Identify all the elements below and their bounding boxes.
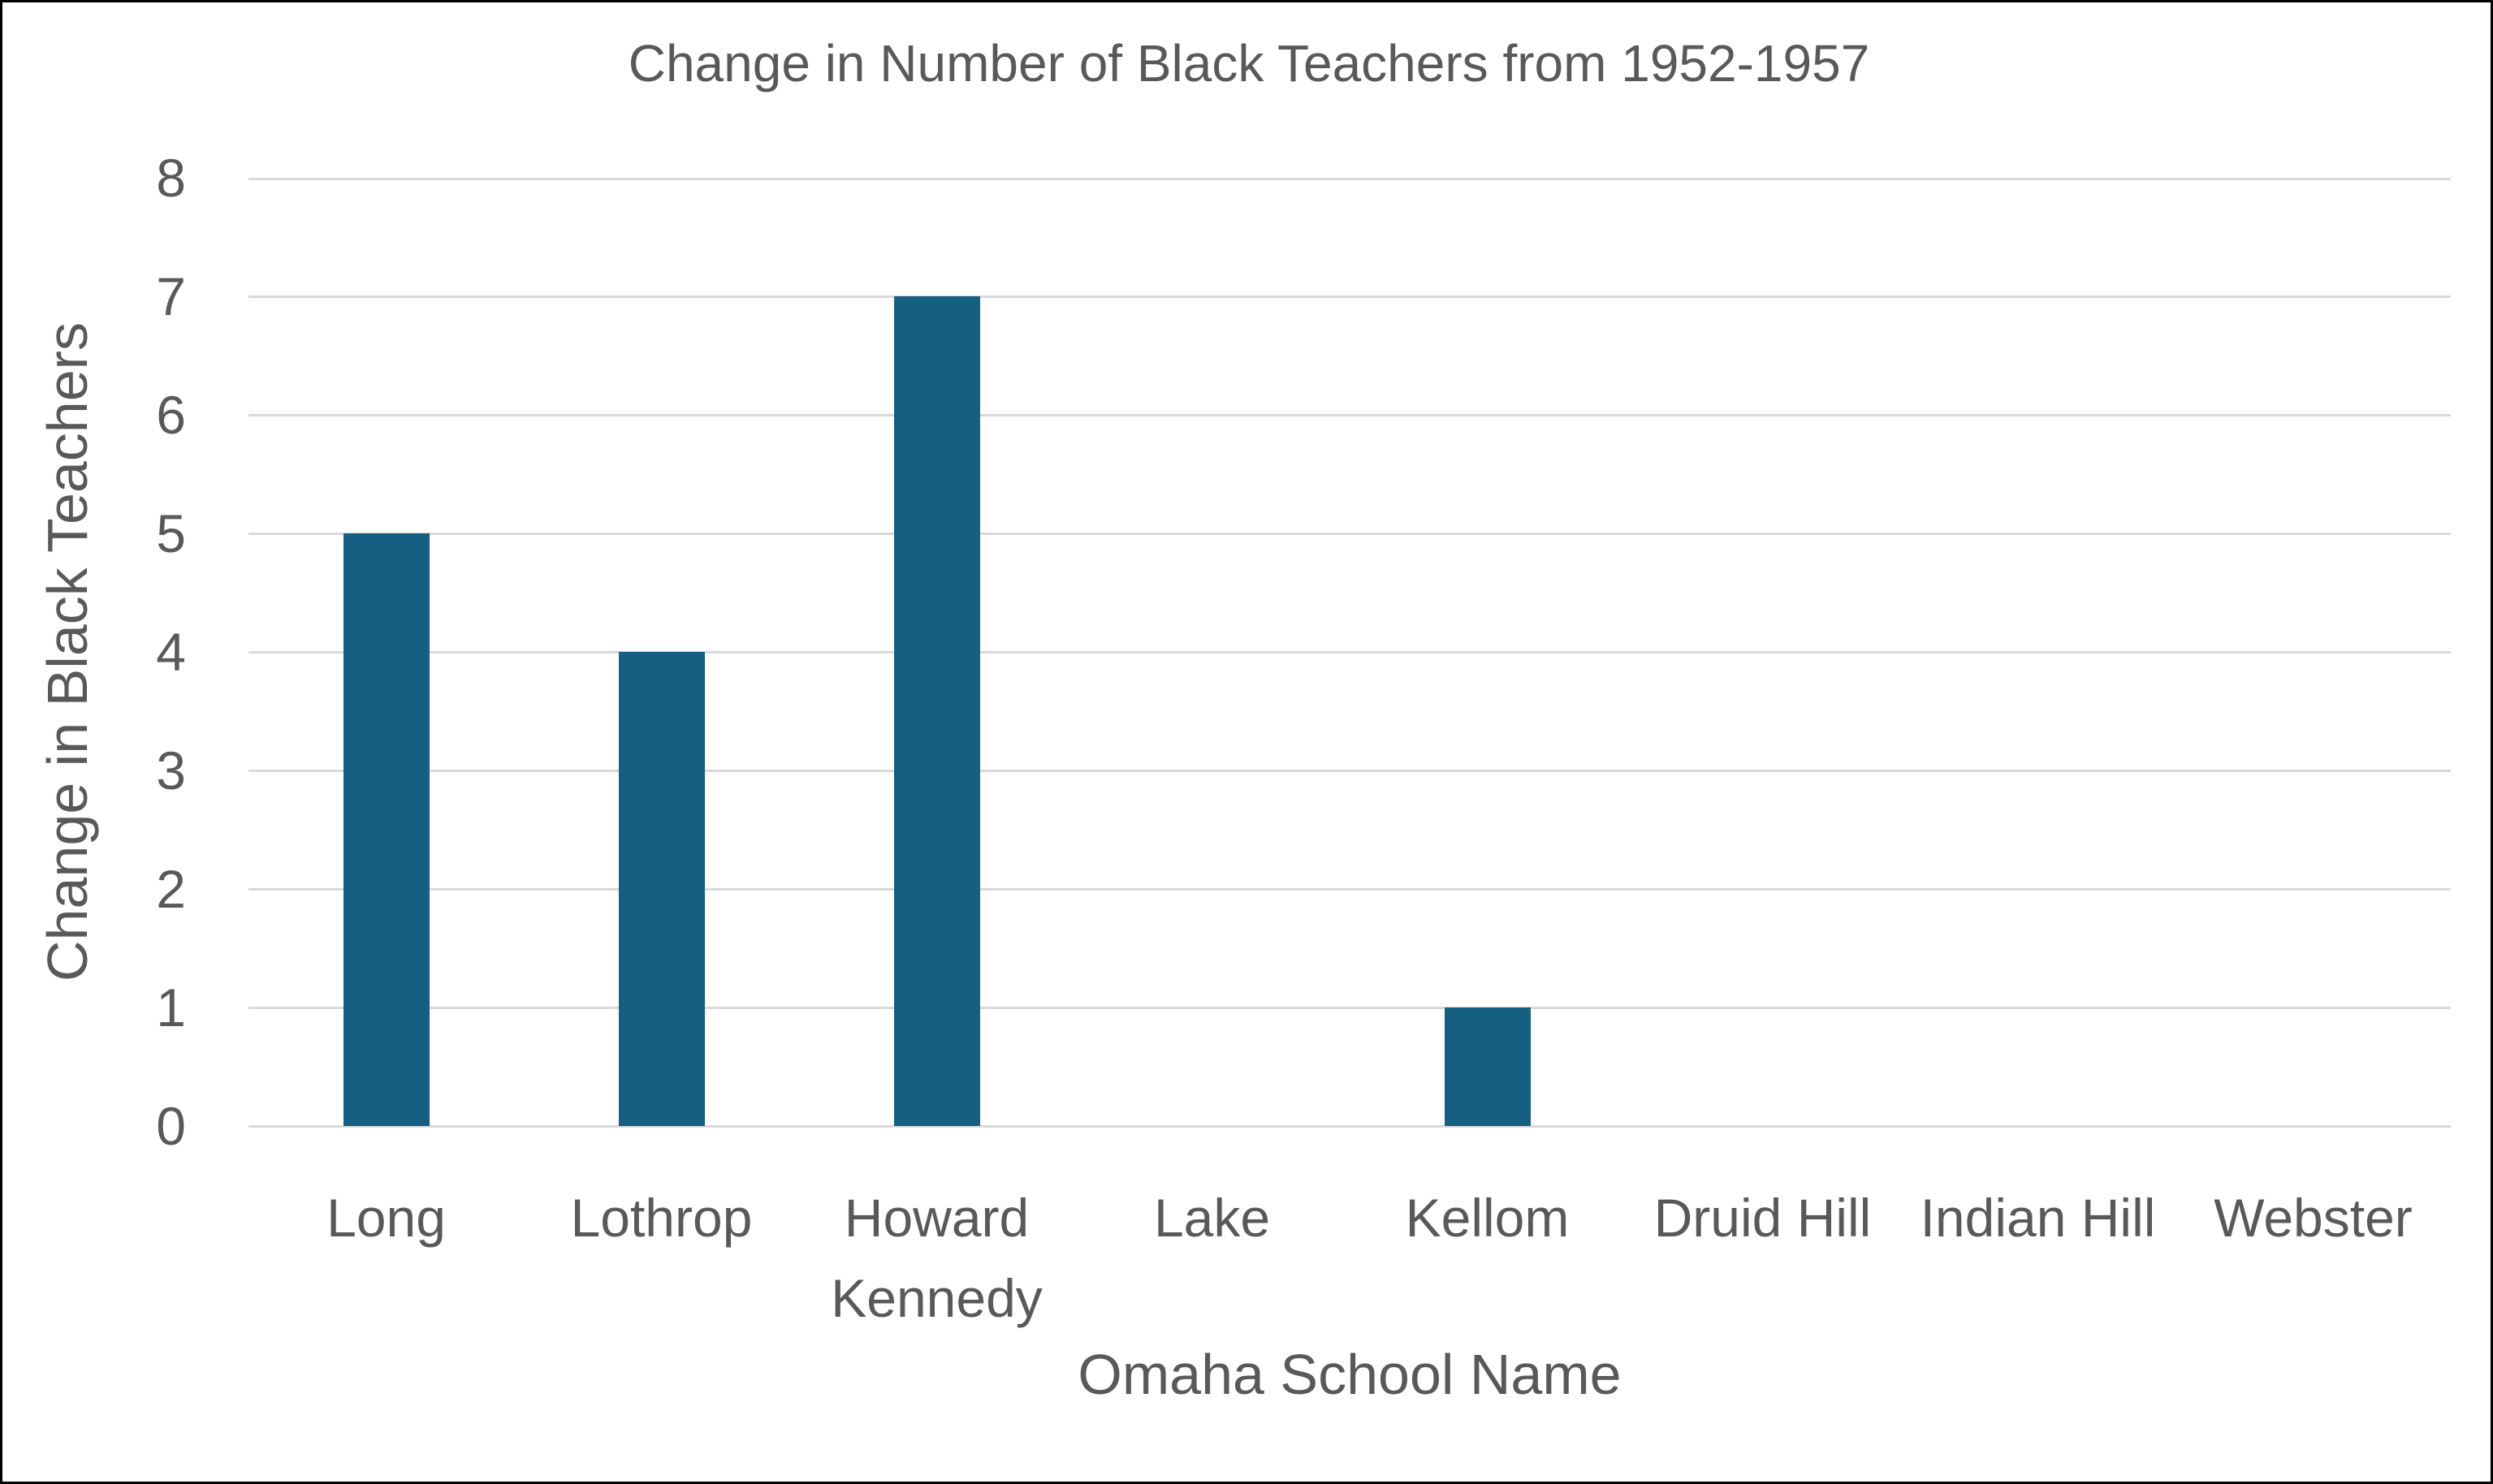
y-tick-label-7: 7 xyxy=(156,266,186,326)
y-tick-label-0: 0 xyxy=(156,1096,186,1156)
y-tick-label-4: 4 xyxy=(156,622,186,682)
bar-long xyxy=(343,533,430,1126)
gridline-8 xyxy=(248,178,2451,180)
bar-kellom xyxy=(1444,1007,1531,1126)
x-tick-label-howard-kennedy: Howard Kennedy xyxy=(831,1188,1043,1328)
y-tick-label-2: 2 xyxy=(156,859,186,919)
y-tick-label-1: 1 xyxy=(156,977,186,1038)
gridline-1 xyxy=(248,1006,2451,1009)
gridline-6 xyxy=(248,413,2451,416)
y-tick-label-6: 6 xyxy=(156,385,186,445)
x-tick-label-lake: Lake xyxy=(1153,1188,1271,1248)
y-tick-label-8: 8 xyxy=(156,148,186,208)
gridline-4 xyxy=(248,650,2451,654)
gridline-0 xyxy=(248,1124,2451,1128)
x-tick-label-indian-hill: Indian Hill xyxy=(1920,1188,2156,1248)
bar-howard-kennedy xyxy=(893,296,980,1126)
x-axis-title: Omaha School Name xyxy=(1078,1343,1622,1406)
y-tick-label-5: 5 xyxy=(156,503,186,563)
gridline-3 xyxy=(248,769,2451,772)
bar-lothrop xyxy=(618,652,705,1126)
gridline-2 xyxy=(248,887,2451,891)
chart-title: Change in Number of Black Teachers from … xyxy=(628,34,1870,93)
y-tick-label-3: 3 xyxy=(156,740,186,800)
x-tick-label-lothrop: Lothrop xyxy=(570,1188,753,1248)
x-tick-label-long: Long xyxy=(326,1188,446,1248)
x-tick-label-webster: Webster xyxy=(2214,1188,2413,1248)
x-tick-label-kellom: Kellom xyxy=(1405,1188,1570,1248)
gridline-7 xyxy=(248,295,2451,298)
gridline-5 xyxy=(248,532,2451,535)
x-tick-label-druid-hill: Druid Hill xyxy=(1653,1188,1872,1248)
plot-area xyxy=(248,178,2451,1128)
